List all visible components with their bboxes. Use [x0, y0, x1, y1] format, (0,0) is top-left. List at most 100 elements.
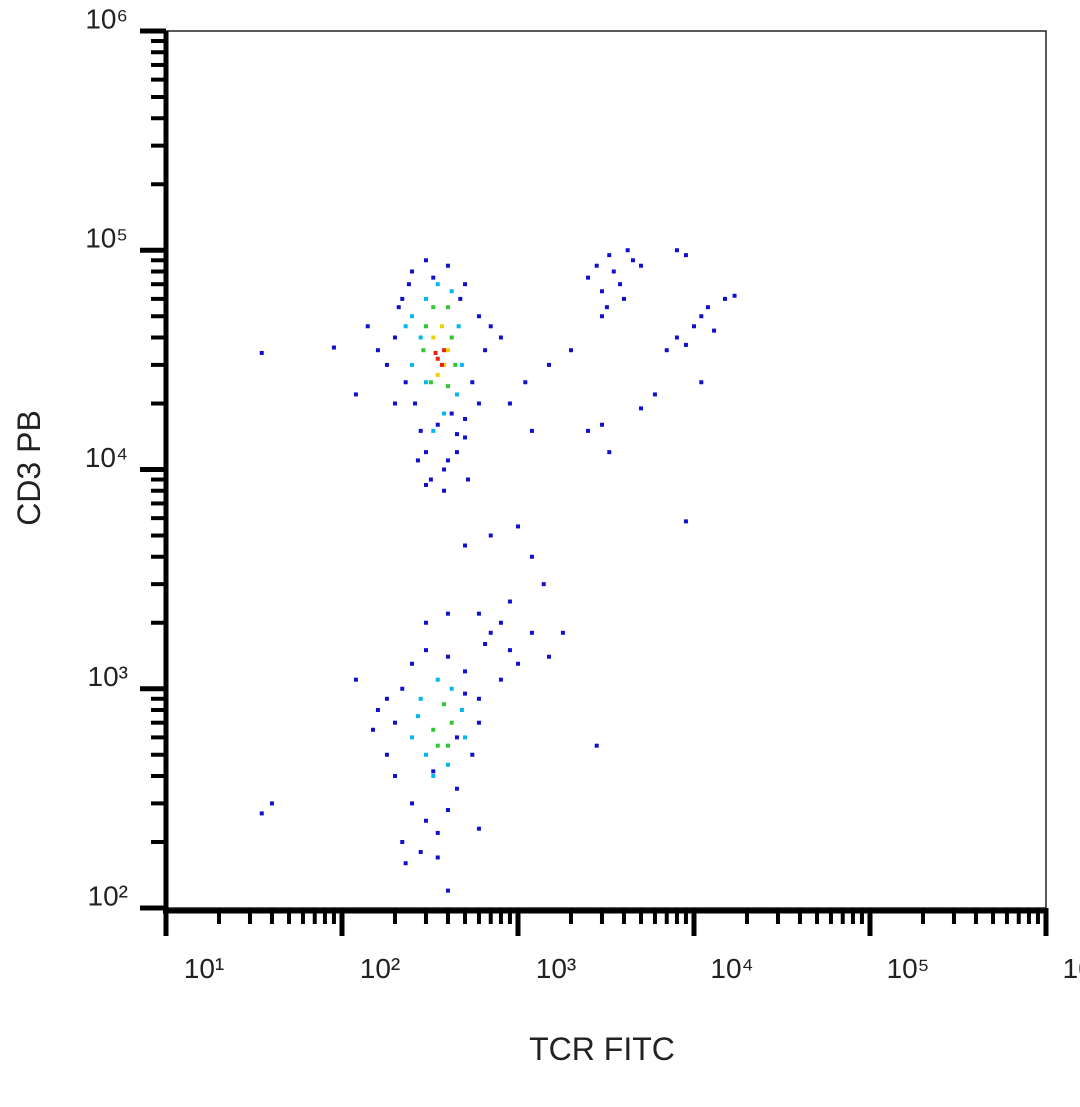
point [418, 428, 423, 433]
point [546, 654, 551, 659]
point [259, 350, 264, 355]
point [683, 519, 688, 524]
point [699, 314, 704, 319]
point [353, 392, 358, 397]
point [454, 450, 459, 455]
point [466, 477, 471, 482]
point [541, 582, 546, 587]
point [674, 248, 679, 253]
point [423, 450, 428, 455]
point [435, 830, 440, 835]
point [498, 335, 503, 340]
point [431, 428, 436, 433]
point [621, 296, 626, 301]
point [423, 482, 428, 487]
point [463, 435, 468, 440]
point [442, 467, 447, 472]
point [454, 432, 459, 437]
x-tick-label: 10⁵ [887, 953, 930, 984]
point [463, 735, 468, 740]
point [428, 380, 433, 385]
point [442, 411, 447, 416]
point [410, 661, 415, 666]
point [445, 654, 450, 659]
point [433, 350, 438, 355]
point [392, 773, 397, 778]
x-tick-label: 10⁶ [1063, 953, 1080, 984]
point [618, 282, 623, 287]
point [435, 282, 440, 287]
point [415, 714, 420, 719]
point [599, 289, 604, 294]
point [423, 258, 428, 263]
point [431, 769, 436, 774]
point [470, 752, 475, 757]
point [463, 543, 468, 548]
point [516, 524, 520, 529]
point [413, 401, 418, 406]
point [435, 422, 440, 427]
point [454, 786, 459, 791]
point [384, 362, 389, 367]
y-axis-title: CD3 PB [11, 410, 47, 526]
point [529, 554, 534, 559]
point [392, 720, 397, 725]
point [476, 720, 481, 725]
point [445, 458, 450, 463]
point [529, 630, 534, 635]
point [435, 743, 440, 748]
point [488, 533, 493, 538]
point [365, 324, 370, 329]
y-tick-label: 10⁶ [85, 3, 128, 34]
point [560, 630, 565, 635]
point [507, 599, 512, 604]
point [423, 324, 428, 329]
point [353, 677, 358, 682]
point [611, 269, 616, 274]
point [440, 324, 445, 329]
point [400, 686, 405, 691]
point [692, 324, 696, 329]
point [463, 282, 468, 287]
point [440, 362, 445, 367]
point [431, 275, 436, 280]
point [498, 677, 503, 682]
point [594, 743, 599, 748]
point [442, 488, 447, 493]
point [410, 801, 415, 806]
point [449, 720, 454, 725]
point [453, 362, 458, 367]
point [384, 752, 389, 757]
point [445, 348, 450, 353]
point [449, 411, 454, 416]
point [431, 335, 436, 340]
point [458, 296, 463, 301]
point [418, 696, 423, 701]
point [410, 362, 415, 367]
point [410, 735, 415, 740]
point [418, 335, 423, 340]
point [423, 752, 428, 757]
x-tick-label: 10² [360, 953, 400, 984]
point [674, 335, 679, 340]
point [607, 253, 612, 258]
point [435, 855, 440, 860]
point [639, 406, 644, 411]
point [463, 691, 468, 696]
point [400, 296, 405, 301]
point [476, 696, 481, 701]
point [449, 289, 454, 294]
point [476, 611, 481, 616]
point [488, 630, 493, 635]
point [683, 342, 688, 347]
point [463, 416, 468, 421]
point [445, 807, 450, 812]
point [586, 275, 591, 280]
point [423, 380, 428, 385]
point [516, 661, 520, 666]
point [449, 686, 454, 691]
point [607, 450, 612, 455]
plot-frame [165, 30, 1047, 909]
point [396, 305, 401, 310]
